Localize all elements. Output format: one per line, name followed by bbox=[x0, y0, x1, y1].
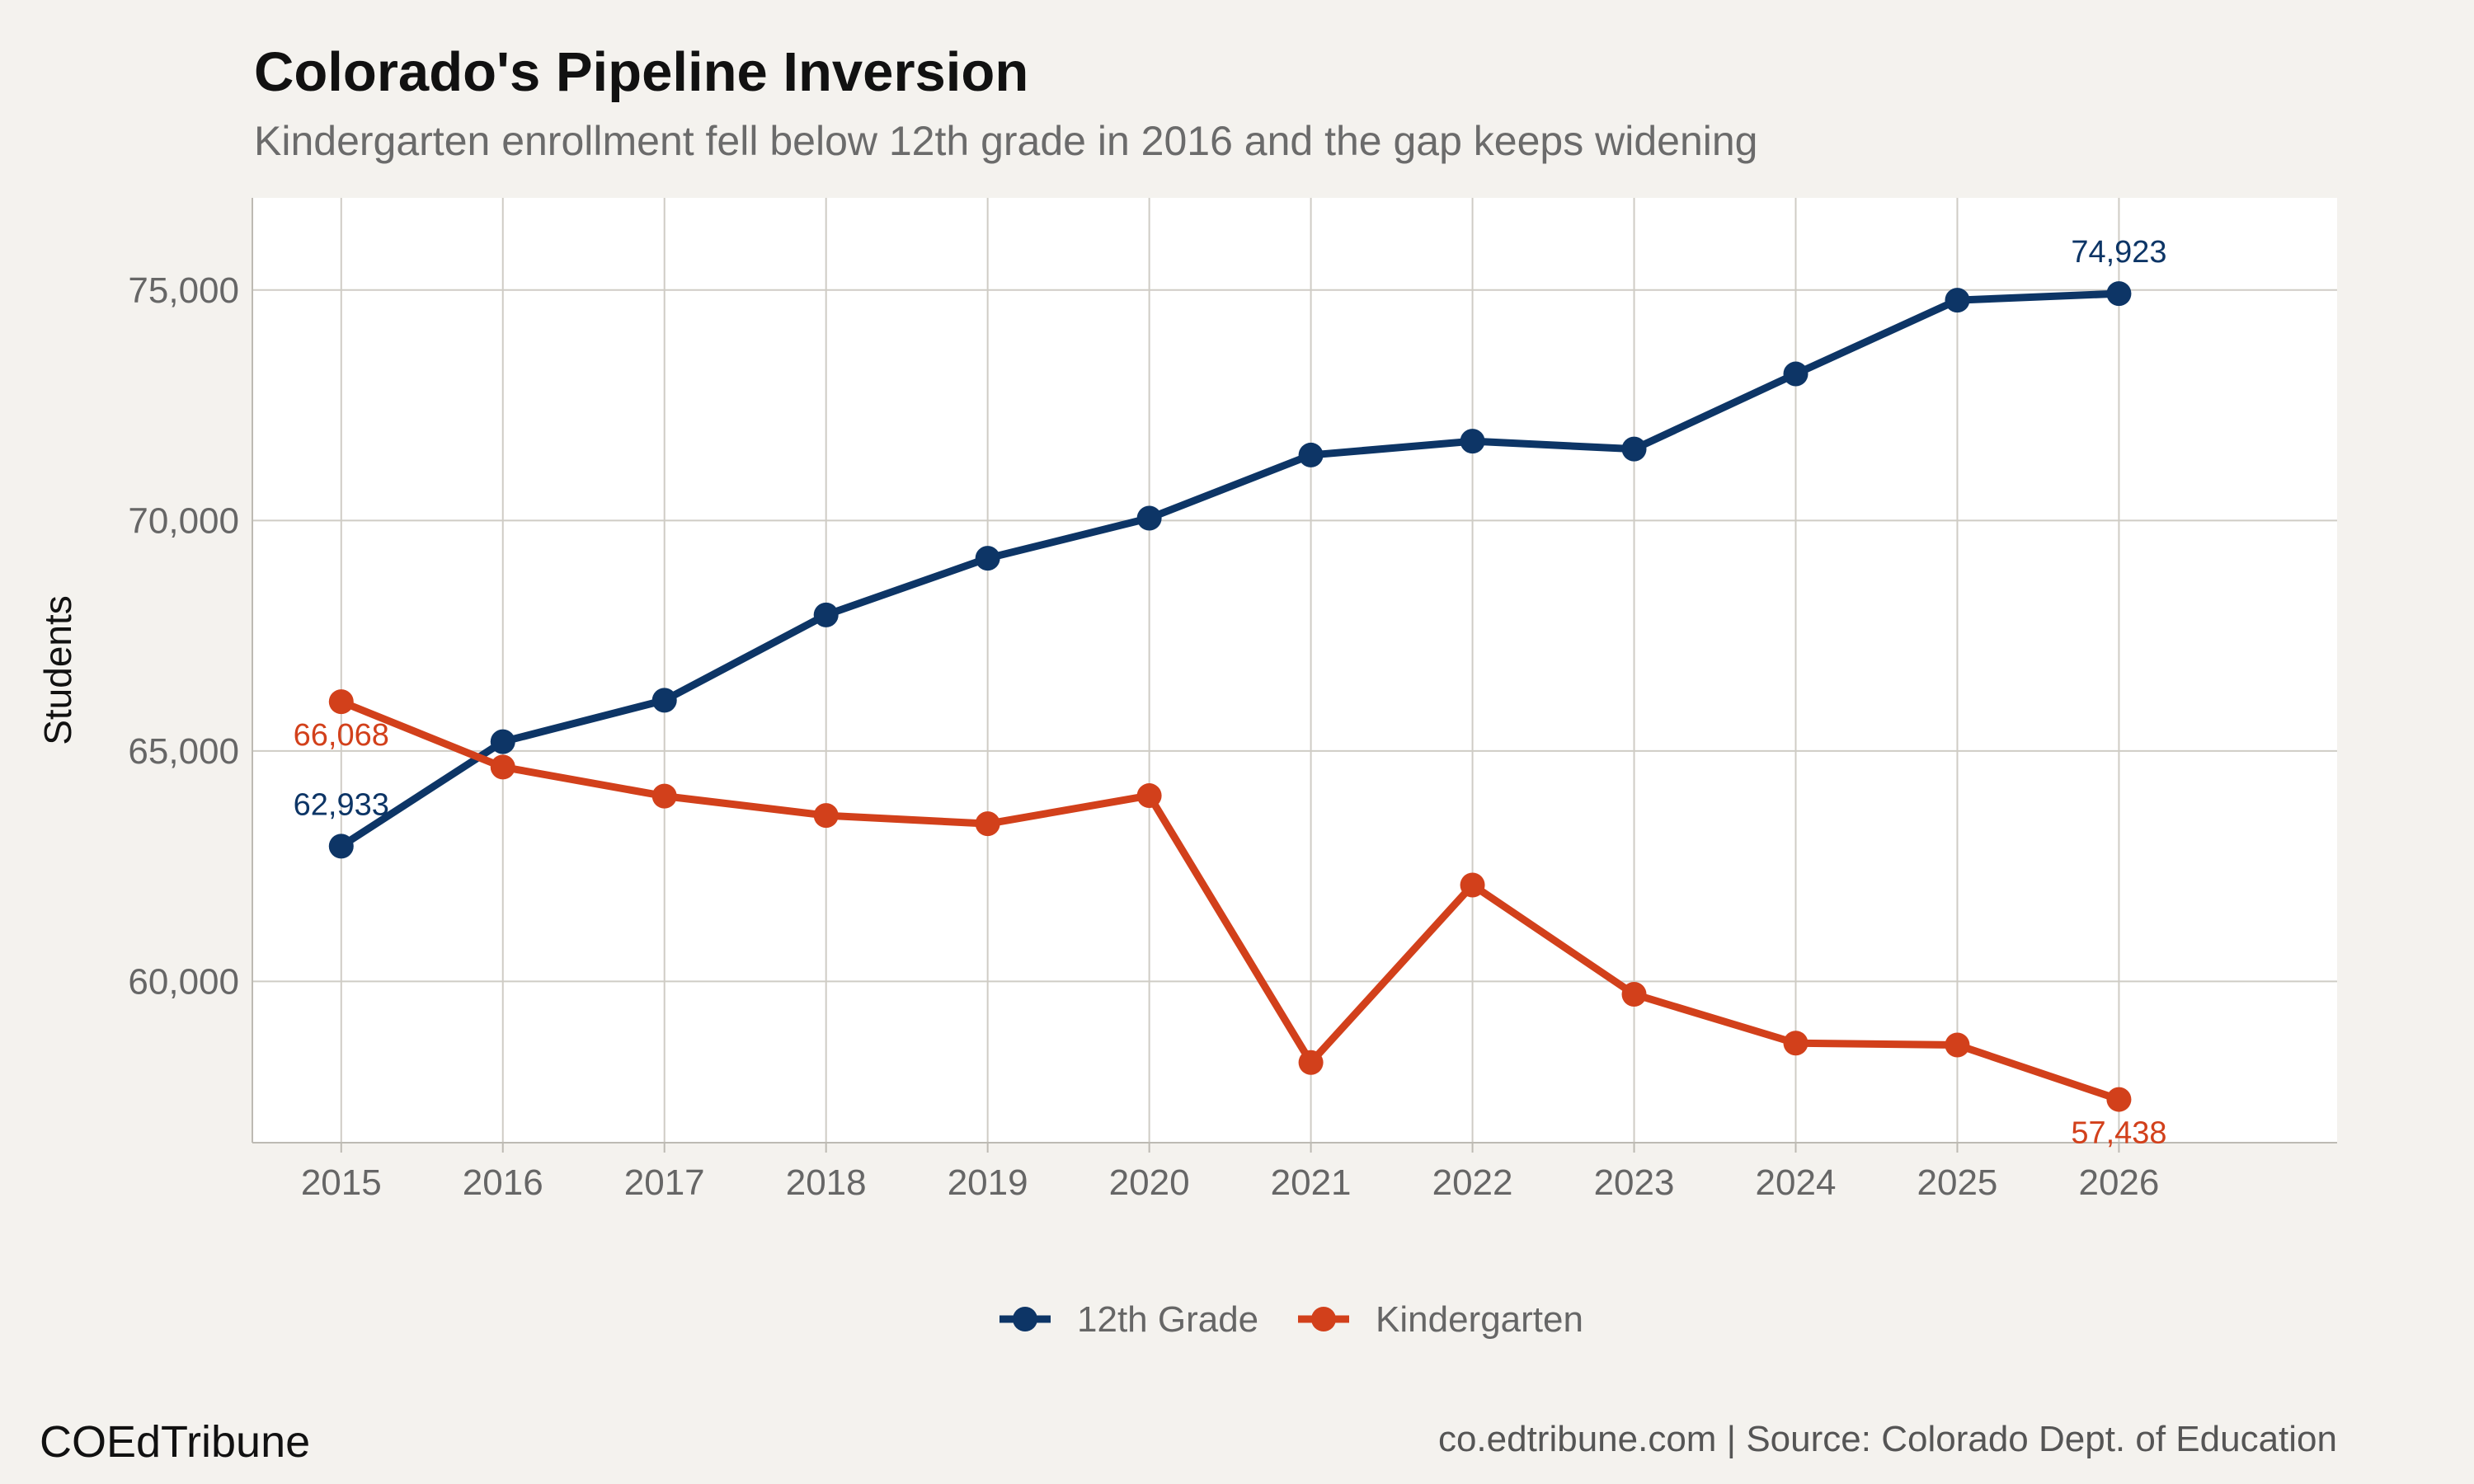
series-12th-grade bbox=[328, 281, 2132, 859]
x-tick-label: 2020 bbox=[1109, 1162, 1190, 1203]
data-point bbox=[2106, 281, 2132, 307]
y-axis-label: Students bbox=[36, 595, 79, 745]
legend-item-kindergarten: Kindergarten bbox=[1298, 1299, 1583, 1340]
series-line bbox=[337, 289, 2123, 850]
x-tick-label: 2019 bbox=[948, 1162, 1028, 1203]
plot-area bbox=[252, 198, 2337, 1143]
data-label-last: 57,438 bbox=[2071, 1116, 2166, 1151]
data-point bbox=[1136, 505, 1162, 531]
x-tick-label: 2017 bbox=[624, 1162, 705, 1203]
data-point bbox=[1783, 361, 1808, 387]
series-kindergarten bbox=[328, 689, 2132, 1112]
data-label-first: 66,068 bbox=[294, 718, 389, 753]
data-point bbox=[1298, 1050, 1324, 1075]
data-point bbox=[1783, 1031, 1808, 1056]
series-line bbox=[337, 697, 2123, 1104]
data-point bbox=[1460, 872, 1485, 898]
x-tick-label: 2021 bbox=[1271, 1162, 1352, 1203]
data-point bbox=[651, 688, 677, 713]
x-tick-label: 2023 bbox=[1594, 1162, 1675, 1203]
x-axis-ticks: 2015 2016 2017 2018 2019 2020 2021 2022 2023 2024… bbox=[301, 1143, 2159, 1203]
data-point bbox=[1621, 436, 1647, 462]
data-point bbox=[1621, 981, 1647, 1007]
brand-name: COEdTribune bbox=[40, 1417, 310, 1467]
legend-item-12th-grade: 12th Grade bbox=[999, 1299, 1258, 1340]
legend-label-kindergarten: Kindergarten bbox=[1376, 1299, 1583, 1340]
data-point bbox=[2106, 1087, 2132, 1112]
data-point bbox=[975, 546, 1000, 571]
data-label-first: 62,933 bbox=[294, 787, 389, 822]
data-labels: 62,933 74,923 66,068 57,438 bbox=[294, 235, 2167, 1150]
data-point bbox=[1945, 288, 1970, 313]
x-tick-label: 2018 bbox=[786, 1162, 867, 1203]
data-point bbox=[651, 783, 677, 809]
data-point bbox=[490, 754, 515, 780]
data-point bbox=[1298, 442, 1324, 467]
y-tick-label: 70,000 bbox=[128, 500, 239, 541]
data-point bbox=[490, 729, 515, 754]
x-tick-label: 2022 bbox=[1432, 1162, 1513, 1203]
data-point bbox=[1136, 783, 1162, 809]
data-point bbox=[1460, 429, 1485, 454]
x-tick-label: 2024 bbox=[1756, 1162, 1837, 1203]
legend-swatch-dot bbox=[1013, 1307, 1037, 1331]
data-label-last: 74,923 bbox=[2071, 235, 2166, 270]
x-tick-label: 2016 bbox=[463, 1162, 543, 1203]
y-tick-label: 60,000 bbox=[128, 961, 239, 1002]
data-point bbox=[813, 602, 839, 627]
data-point bbox=[1945, 1032, 1970, 1058]
legend: 12th Grade Kindergarten bbox=[999, 1299, 1583, 1340]
y-tick-label: 65,000 bbox=[128, 731, 239, 772]
data-point bbox=[328, 834, 354, 859]
x-tick-label: 2015 bbox=[301, 1162, 382, 1203]
legend-label-12th-grade: 12th Grade bbox=[1077, 1299, 1258, 1340]
y-axis-ticks: 60,000 65,000 70,000 75,000 bbox=[128, 270, 239, 1003]
data-point bbox=[975, 811, 1000, 837]
source-note: co.edtribune.com | Source: Colorado Dept… bbox=[1438, 1419, 2337, 1459]
chart-title: Colorado's Pipeline Inversion bbox=[254, 41, 1028, 103]
x-tick-label: 2025 bbox=[1917, 1162, 1998, 1203]
legend-swatch-dot bbox=[1311, 1307, 1336, 1331]
y-tick-label: 75,000 bbox=[128, 270, 239, 311]
x-tick-label: 2026 bbox=[2078, 1162, 2159, 1203]
data-point bbox=[328, 689, 354, 715]
series-layer bbox=[328, 281, 2132, 1112]
data-point bbox=[813, 803, 839, 829]
chart-subtitle: Kindergarten enrollment fell below 12th … bbox=[254, 118, 1758, 164]
